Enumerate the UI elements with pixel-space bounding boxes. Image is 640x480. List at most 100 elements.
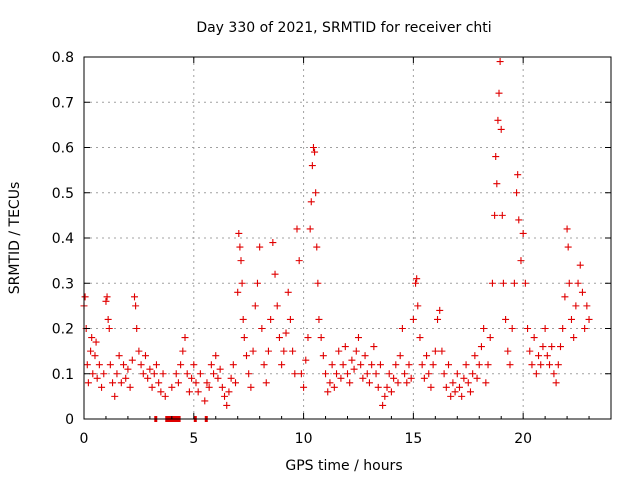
data-point	[161, 392, 169, 400]
data-point	[159, 370, 167, 378]
data-point	[576, 261, 584, 269]
data-point	[464, 379, 472, 387]
data-point	[546, 361, 554, 369]
data-point	[482, 379, 490, 387]
data-point	[91, 352, 99, 360]
data-point	[183, 370, 191, 378]
data-point	[152, 361, 160, 369]
data-point	[514, 171, 522, 179]
data-point	[436, 306, 444, 314]
data-point	[93, 374, 101, 382]
data-point	[237, 257, 245, 265]
data-point	[172, 370, 180, 378]
data-point	[381, 392, 389, 400]
data-point	[352, 347, 360, 355]
data-point	[447, 392, 455, 400]
data-point	[194, 388, 202, 396]
data-point	[181, 334, 189, 342]
data-point	[370, 343, 378, 351]
axis-ticks	[83, 56, 612, 420]
y-tick-label: 0	[65, 412, 74, 428]
data-point	[376, 361, 384, 369]
data-point	[242, 352, 250, 360]
data-point	[412, 279, 420, 287]
data-point	[458, 392, 466, 400]
data-point	[126, 383, 134, 391]
data-point	[554, 361, 562, 369]
data-point	[445, 361, 453, 369]
data-point	[466, 388, 474, 396]
data-point	[106, 361, 114, 369]
y-tick-label: 0.1	[52, 367, 74, 383]
data-point	[111, 392, 119, 400]
data-point	[295, 257, 303, 265]
data-point	[109, 379, 117, 387]
data-point	[264, 347, 272, 355]
data-point	[449, 379, 457, 387]
data-point	[477, 343, 485, 351]
data-point	[289, 347, 297, 355]
data-point	[333, 370, 341, 378]
data-point	[88, 334, 96, 342]
data-point	[543, 352, 551, 360]
data-point	[492, 153, 500, 161]
data-point	[314, 279, 322, 287]
data-point	[504, 347, 512, 355]
data-point	[218, 383, 226, 391]
data-point	[354, 334, 362, 342]
y-tick-label: 0.7	[52, 95, 74, 111]
data-point	[115, 352, 123, 360]
data-point	[455, 383, 463, 391]
data-point	[102, 297, 110, 305]
data-point	[190, 361, 198, 369]
data-point	[559, 325, 567, 332]
x-tick-label: 15	[404, 431, 422, 447]
data-point	[564, 243, 572, 251]
data-point	[335, 347, 343, 355]
data-point	[480, 325, 488, 332]
data-point	[87, 347, 95, 355]
data-point	[420, 374, 428, 382]
y-tick-label: 0.4	[52, 231, 74, 247]
data-point	[341, 343, 349, 351]
data-point	[201, 397, 209, 405]
data-point	[144, 374, 152, 382]
data-point	[315, 315, 323, 323]
data-point	[240, 334, 248, 342]
data-point	[330, 383, 338, 391]
data-point	[348, 356, 356, 364]
data-point	[513, 189, 521, 197]
data-point	[260, 361, 268, 369]
data-point	[312, 189, 320, 197]
data-point	[273, 302, 281, 310]
data-point	[179, 347, 187, 355]
data-point	[539, 343, 547, 351]
data-point	[216, 365, 224, 373]
data-point	[280, 347, 288, 355]
data-point	[271, 270, 279, 278]
data-point	[365, 379, 373, 387]
data-point	[150, 370, 158, 378]
chart-title: Day 330 of 2021, SRMTID for receiver cht…	[196, 20, 491, 36]
data-point	[471, 352, 479, 360]
data-point	[307, 198, 315, 206]
data-point	[313, 243, 321, 251]
data-point	[495, 89, 503, 97]
data-point	[499, 279, 507, 287]
data-point	[203, 379, 211, 387]
data-point	[440, 370, 448, 378]
data-point	[496, 58, 504, 66]
data-point	[132, 302, 140, 310]
data-point	[401, 370, 409, 378]
data-point	[394, 379, 402, 387]
data-point	[155, 379, 163, 387]
data-point	[583, 302, 591, 310]
data-point	[473, 374, 481, 382]
data-point	[286, 315, 294, 323]
data-point	[210, 370, 218, 378]
data-point	[239, 315, 247, 323]
data-point	[460, 374, 468, 382]
data-point	[212, 352, 220, 360]
data-point	[95, 361, 103, 369]
data-point	[309, 144, 317, 151]
